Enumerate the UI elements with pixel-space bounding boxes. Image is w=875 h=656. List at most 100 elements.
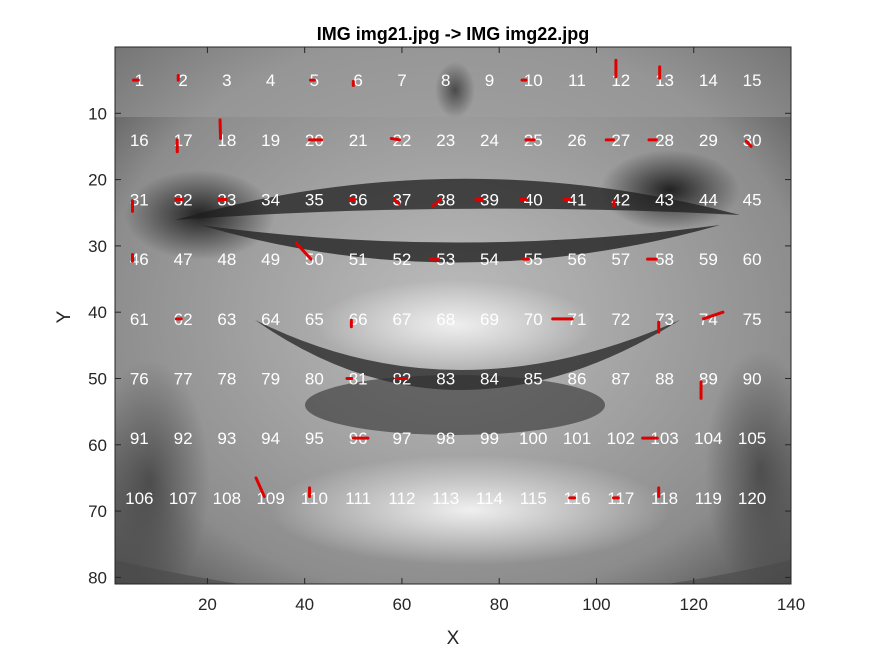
grid-point-label: 4 bbox=[266, 71, 275, 90]
grid-point-label: 74 bbox=[699, 310, 718, 329]
grid-point-label: 28 bbox=[655, 131, 674, 150]
x-tick-label: 100 bbox=[582, 595, 610, 614]
grid-point-label: 2 bbox=[178, 71, 187, 90]
grid-point-label: 72 bbox=[611, 310, 630, 329]
grid-point-label: 80 bbox=[305, 369, 324, 388]
y-tick-label: 40 bbox=[88, 303, 107, 322]
grid-point-label: 38 bbox=[436, 190, 455, 209]
grid-point-label: 35 bbox=[305, 190, 324, 209]
grid-point-label: 69 bbox=[480, 310, 499, 329]
grid-point-label: 70 bbox=[524, 310, 543, 329]
grid-point-label: 61 bbox=[130, 310, 149, 329]
y-tick-label: 60 bbox=[88, 436, 107, 455]
grid-point-label: 48 bbox=[217, 250, 236, 269]
background-face-image bbox=[115, 47, 791, 584]
displacement-vector bbox=[701, 310, 725, 321]
grid-point-label: 10 bbox=[524, 71, 543, 90]
grid-point-label: 57 bbox=[611, 250, 630, 269]
grid-point-label: 117 bbox=[607, 489, 634, 508]
grid-point-label: 14 bbox=[699, 71, 718, 90]
grid-point-label: 116 bbox=[563, 489, 590, 508]
grid-point-label: 120 bbox=[738, 489, 766, 508]
grid-point-label: 107 bbox=[169, 489, 197, 508]
grid-point-label: 99 bbox=[480, 429, 499, 448]
y-tick-label: 50 bbox=[88, 369, 107, 388]
grid-point-label: 118 bbox=[651, 489, 678, 508]
grid-point-labels: 1234567891011121314151617181920212223242… bbox=[125, 71, 766, 508]
grid-point-label: 112 bbox=[388, 489, 415, 508]
grid-point-label: 71 bbox=[568, 310, 587, 329]
grid-point-label: 110 bbox=[301, 489, 328, 508]
grid-point-label: 76 bbox=[130, 369, 149, 388]
grid-point-label: 85 bbox=[524, 369, 543, 388]
x-tick-label: 120 bbox=[680, 595, 708, 614]
grid-point-label: 97 bbox=[392, 429, 411, 448]
grid-point-label: 63 bbox=[217, 310, 236, 329]
grid-point-label: 27 bbox=[611, 131, 630, 150]
grid-point-label: 19 bbox=[261, 131, 280, 150]
grid-point-label: 103 bbox=[650, 429, 678, 448]
grid-point-label: 6 bbox=[353, 71, 362, 90]
x-axis-label: X bbox=[447, 628, 460, 649]
grid-point-label: 49 bbox=[261, 250, 280, 269]
grid-point-label: 18 bbox=[217, 131, 236, 150]
grid-point-label: 46 bbox=[130, 250, 149, 269]
grid-point-label: 75 bbox=[743, 310, 762, 329]
grid-point-label: 101 bbox=[563, 429, 591, 448]
x-tick-label: 140 bbox=[777, 595, 805, 614]
grid-point-label: 93 bbox=[217, 429, 236, 448]
plot-frame bbox=[114, 46, 792, 585]
displacement-vector bbox=[389, 136, 402, 142]
grid-point-label: 43 bbox=[655, 190, 674, 209]
displacement-vector bbox=[744, 139, 753, 148]
grid-point-label: 30 bbox=[743, 131, 762, 150]
grid-point-label: 106 bbox=[125, 489, 153, 508]
x-tick-label: 40 bbox=[295, 595, 314, 614]
grid-point-label: 105 bbox=[738, 429, 766, 448]
grid-point-label: 91 bbox=[130, 429, 149, 448]
grid-point-label: 45 bbox=[743, 190, 762, 209]
grid-point-label: 36 bbox=[349, 190, 368, 209]
grid-point-label: 115 bbox=[520, 489, 547, 508]
y-tick-label: 20 bbox=[88, 171, 107, 190]
grid-point-label: 37 bbox=[392, 190, 411, 209]
x-tick-label: 20 bbox=[198, 595, 217, 614]
grid-point-label: 94 bbox=[261, 429, 280, 448]
y-tick-label: 30 bbox=[88, 237, 107, 256]
grid-point-label: 34 bbox=[261, 190, 280, 209]
y-tick-label: 10 bbox=[88, 104, 107, 123]
grid-point-label: 104 bbox=[694, 429, 722, 448]
grid-point-label: 81 bbox=[349, 369, 368, 388]
grid-point-label: 86 bbox=[568, 369, 587, 388]
grid-point-label: 29 bbox=[699, 131, 718, 150]
y-axis-label: Y bbox=[54, 310, 75, 323]
y-tick-label: 70 bbox=[88, 502, 107, 521]
grid-point-label: 66 bbox=[349, 310, 368, 329]
grid-point-label: 89 bbox=[699, 369, 718, 388]
grid-point-label: 68 bbox=[436, 310, 455, 329]
grid-point-label: 78 bbox=[217, 369, 236, 388]
grid-point-label: 8 bbox=[441, 71, 450, 90]
grid-point-label: 119 bbox=[695, 489, 722, 508]
grid-point-label: 108 bbox=[213, 489, 241, 508]
grid-point-label: 64 bbox=[261, 310, 280, 329]
grid-point-label: 87 bbox=[611, 369, 630, 388]
grid-point-label: 13 bbox=[655, 71, 674, 90]
grid-point-label: 113 bbox=[432, 489, 459, 508]
grid-point-label: 21 bbox=[349, 131, 368, 150]
grid-point-label: 41 bbox=[568, 190, 587, 209]
grid-point-label: 62 bbox=[174, 310, 193, 329]
chart-title: IMG img21.jpg -> IMG img22.jpg bbox=[317, 24, 590, 44]
grid-point-label: 23 bbox=[436, 131, 455, 150]
displacement-vector bbox=[254, 476, 266, 498]
x-axis-ticks: 20 40 60 80 100 120 140 bbox=[198, 47, 805, 614]
grid-point-label: 84 bbox=[480, 369, 499, 388]
grid-point-label: 92 bbox=[174, 429, 193, 448]
grid-point-label: 54 bbox=[480, 250, 499, 269]
grid-point-label: 58 bbox=[655, 250, 674, 269]
grid-point-label: 22 bbox=[392, 131, 411, 150]
grid-point-label: 9 bbox=[485, 71, 494, 90]
grid-point-label: 7 bbox=[397, 71, 406, 90]
displacement-vector bbox=[431, 197, 443, 208]
